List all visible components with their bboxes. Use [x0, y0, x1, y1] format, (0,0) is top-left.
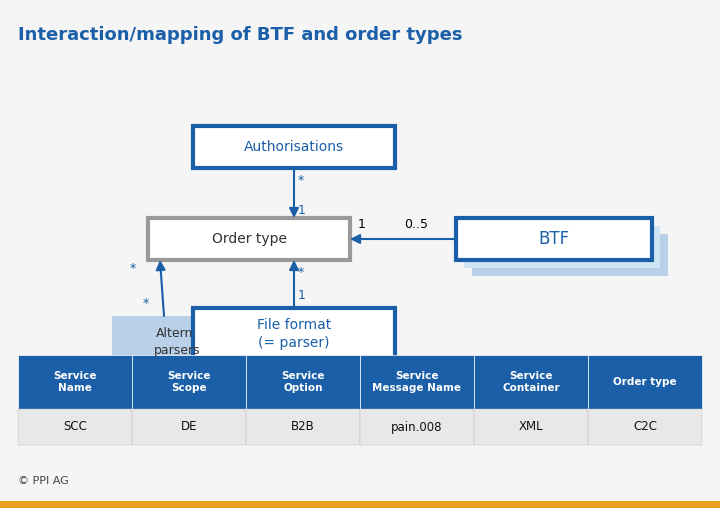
Text: Service
Message Name: Service Message Name	[372, 371, 462, 393]
Text: *: *	[298, 174, 305, 187]
Text: © PPI AG: © PPI AG	[18, 476, 68, 486]
Text: B2B: B2B	[291, 421, 315, 433]
Text: Service
Scope: Service Scope	[167, 371, 211, 393]
Bar	[18, 355, 132, 409]
Bar	[474, 409, 588, 445]
Text: pain.008: pain.008	[391, 421, 443, 433]
Bar	[588, 355, 702, 409]
Bar	[0, 501, 720, 508]
Text: Interaction/mapping of BTF and order types: Interaction/mapping of BTF and order typ…	[18, 26, 462, 44]
Text: Service
Option: Service Option	[282, 371, 325, 393]
Text: Order type: Order type	[212, 232, 287, 246]
Text: C2C: C2C	[633, 421, 657, 433]
Text: Altern.
parsers: Altern. parsers	[153, 327, 200, 357]
Bar	[456, 218, 652, 260]
Text: 1: 1	[358, 218, 366, 231]
Bar	[18, 409, 132, 445]
Bar	[474, 355, 588, 409]
Bar	[246, 355, 360, 409]
Bar	[193, 308, 395, 360]
Text: *: *	[130, 262, 136, 275]
Text: SCC: SCC	[63, 421, 87, 433]
Text: Authorisations: Authorisations	[244, 140, 344, 154]
Text: 1: 1	[298, 289, 306, 302]
Bar	[132, 409, 246, 445]
Bar	[132, 355, 246, 409]
Bar	[360, 409, 474, 445]
Bar	[193, 126, 395, 168]
Text: BTF: BTF	[539, 230, 570, 248]
Text: Service
Name: Service Name	[53, 371, 96, 393]
Text: DE: DE	[181, 421, 197, 433]
Text: 1: 1	[298, 204, 306, 217]
Bar	[112, 316, 242, 368]
Text: *: *	[298, 266, 305, 279]
Bar	[472, 234, 668, 276]
Bar	[464, 226, 660, 268]
Bar	[588, 409, 702, 445]
Text: *: *	[143, 297, 149, 310]
Text: Service
Container: Service Container	[502, 371, 560, 393]
Text: 0..5: 0..5	[404, 218, 428, 231]
Text: XML: XML	[518, 421, 544, 433]
Text: Order type: Order type	[613, 377, 677, 387]
Bar	[148, 218, 350, 260]
Bar	[360, 355, 474, 409]
Bar	[246, 409, 360, 445]
Text: File format
(= parser): File format (= parser)	[257, 318, 331, 350]
